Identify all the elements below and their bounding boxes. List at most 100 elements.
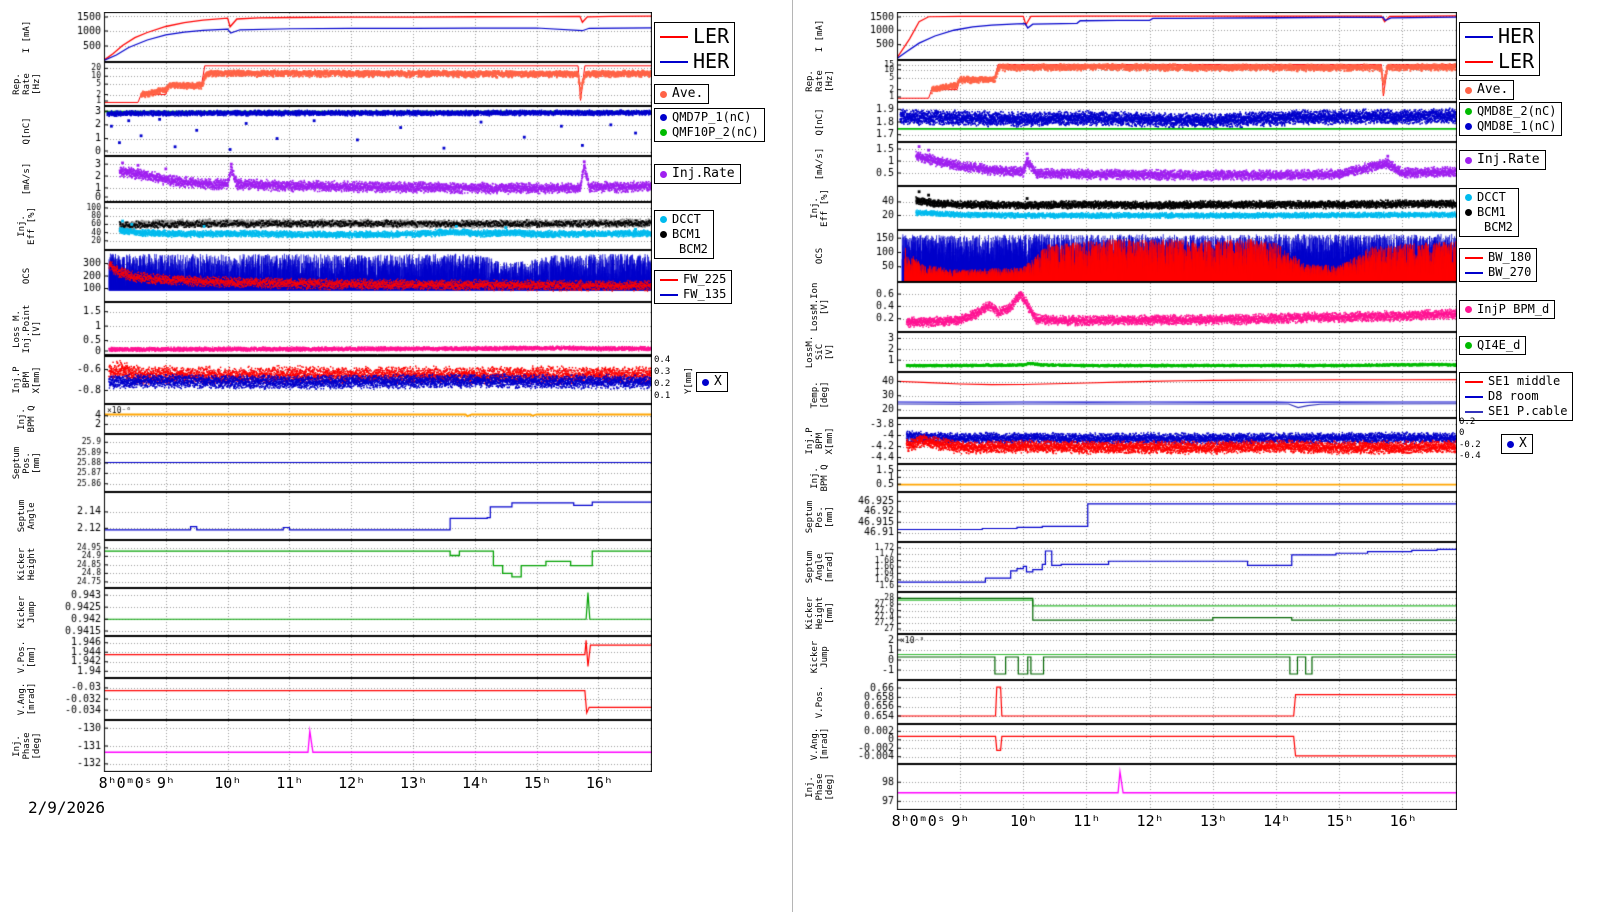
plot-r-injp-bpm: Inj.P BPM X[mm] — [793, 418, 1606, 464]
plot-r-inj-rate: [mA/s] — [793, 142, 1606, 186]
plot-canvas-r-inj-eff — [849, 186, 1457, 230]
panel-plots: I [mA] Rep. Rate [Hz] Q[nC] [mA/s] Inj. Eff … — [0, 12, 792, 832]
x-tick-label: 8ʰ0ᵐ0ˢ — [891, 812, 946, 830]
ylabel-col: [mA/s] — [0, 156, 56, 202]
plot-l-inj-eff: Inj. Eff [%] — [0, 202, 792, 250]
plot-r-vpos: V.Pos. — [793, 680, 1606, 724]
ylabel-col: Q[nC] — [0, 106, 56, 156]
ylabel-r-vang: V.Ang. [mrad] — [810, 727, 830, 761]
x-tick-label: 11ʰ — [1073, 812, 1101, 830]
ylabel-r-charge: Q[nC] — [815, 108, 826, 136]
plot-l-current: I [mA] — [0, 12, 792, 62]
plot-r-temp: Temp. [deg] — [793, 372, 1606, 418]
ylabel-l-kicker-height: Kicker Height — [17, 547, 37, 581]
ylabel-col: Inj. Eff [%] — [0, 202, 56, 250]
plot-l-vpos: V.Pos. [mm] — [0, 636, 792, 678]
x-tick-label: 13ʰ — [400, 774, 428, 792]
ylabel-col: Inj. Eff [%] — [793, 186, 849, 230]
x-tick-label: 11ʰ — [276, 774, 304, 792]
plot-r-septum-pos: Septum Pos. [mm] — [793, 492, 1606, 542]
plot-canvas-l-vang — [56, 678, 652, 720]
panel-plots: I [mA] Rep. Rate [Hz] Q[nC] [mA/s] Inj. Eff … — [793, 12, 1606, 844]
plot-canvas-r-current — [849, 12, 1457, 60]
ylabel-col: V.Pos. [mm] — [0, 636, 56, 678]
ylabel-col: LossM.Ion [V] — [793, 282, 849, 332]
x-axis: 8ʰ0ᵐ0ˢ 9ʰ 10ʰ 11ʰ 12ʰ 13ʰ 14ʰ 15ʰ 16ʰ — [793, 810, 1606, 844]
ylabel-r-injp-bpm: Inj.P BPM X[mm] — [805, 427, 835, 455]
ylabel-r-septum-pos: Septum Pos. [mm] — [805, 500, 835, 534]
plot-canvas-l-current — [56, 12, 652, 62]
plot-l-inj-phase: Inj. Phase [deg] — [0, 720, 792, 772]
ylabel-r-lossm-ion: LossM.Ion [V] — [810, 282, 830, 332]
ylabel-col: Septum Angle [mrad] — [793, 542, 849, 592]
plot-canvas-l-rep-rate — [56, 62, 652, 106]
ylabel-col: Inj. BPM Q — [793, 464, 849, 492]
plot-canvas-r-temp — [849, 372, 1457, 418]
plot-r-charge: Q[nC] — [793, 102, 1606, 142]
plot-l-rep-rate: Rep. Rate [Hz] — [0, 62, 792, 106]
ylabel-r-inj-bpm-q: Inj. BPM Q — [810, 464, 830, 492]
plot-canvas-r-lossm-sic — [849, 332, 1457, 372]
ylabel-col: Inj. BPM Q — [0, 404, 56, 434]
ylabel-r-inj-rate: [mA/s] — [815, 147, 826, 181]
ylabel-r-inj-phase: Inj. Phase [deg] — [805, 773, 835, 801]
plot-canvas-r-kicker-height — [849, 592, 1457, 634]
plot-canvas-r-inj-rate — [849, 142, 1457, 186]
plot-canvas-l-septum-angle — [56, 492, 652, 540]
plot-l-inj-bpm-q: Inj. BPM Q — [0, 404, 792, 434]
plot-canvas-r-kicker-jump — [849, 634, 1457, 680]
plot-l-loss-inj: Loss M. Inj.Point [V] — [0, 302, 792, 356]
plot-canvas-l-septum-pos — [56, 434, 652, 492]
ylabel-col: Rep. Rate [Hz] — [793, 60, 849, 102]
plot-l-charge: Q[nC] — [0, 106, 792, 156]
ylabel-col: Inj.P BPM X[mm] — [0, 356, 56, 404]
plot-canvas-r-ocs — [849, 230, 1457, 282]
ylabel-r-ocs: OCS — [815, 247, 826, 265]
ylabel-l-vpos: V.Pos. [mm] — [17, 640, 37, 674]
x-tick-label: 9ʰ — [156, 774, 175, 792]
ylabel-r-vpos: V.Pos. — [815, 685, 826, 719]
ylabel-l-inj-rate: [mA/s] — [22, 162, 33, 196]
ylabel-r-current: I [mA] — [815, 19, 826, 53]
ylabel-l-septum-angle: Septum Angle — [17, 499, 37, 533]
ylabel-col: Inj. Phase [deg] — [0, 720, 56, 772]
ylabel-l-inj-eff: Inj. Eff [%] — [17, 207, 37, 245]
ylabel-col: Kicker Jump — [793, 634, 849, 680]
ylabel-l-loss-inj: Loss M. Inj.Point [V] — [12, 304, 42, 354]
plot-l-septum-pos: Septum Pos. [mm] — [0, 434, 792, 492]
plot-canvas-l-ocs — [56, 250, 652, 302]
ylabel-col: Kicker Height — [0, 540, 56, 588]
plot-canvas-l-inj-eff — [56, 202, 652, 250]
plot-l-kicker-jump: Kicker Jump — [0, 588, 792, 636]
ylabel-col: V.Ang. [mrad] — [793, 724, 849, 764]
ylabel-col: Temp. [deg] — [793, 372, 849, 418]
plot-r-kicker-height: Kicker Height [mm] — [793, 592, 1606, 634]
ylabel-l-vang: V.Ang. [mrad] — [17, 682, 37, 716]
ylabel-col: V.Ang. [mrad] — [0, 678, 56, 720]
panel-her: I [mA] Rep. Rate [Hz] Q[nC] [mA/s] Inj. Eff … — [792, 0, 1606, 912]
ylabel-col: [mA/s] — [793, 142, 849, 186]
plot-r-current: I [mA] — [793, 12, 1606, 60]
x-tick-label: 15ʰ — [1326, 812, 1354, 830]
ylabel-l-injp-bpm: Inj.P BPM X[mm] — [12, 366, 42, 394]
ylabel-col: Loss M. Inj.Point [V] — [0, 302, 56, 356]
ylabel-r-kicker-height: Kicker Height [mm] — [805, 596, 835, 630]
ylabel-r-septum-angle: Septum Angle [mrad] — [805, 550, 835, 584]
plot-canvas-r-vpos — [849, 680, 1457, 724]
plot-canvas-r-inj-bpm-q — [849, 464, 1457, 492]
plot-canvas-l-kicker-jump — [56, 588, 652, 636]
x-tick-label: 9ʰ — [951, 812, 970, 830]
plot-canvas-r-injp-bpm — [849, 418, 1457, 464]
plot-l-septum-angle: Septum Angle — [0, 492, 792, 540]
ylabel-col: LossM. SiC [V] — [793, 332, 849, 372]
ylabel-col: Q[nC] — [793, 102, 849, 142]
plot-l-inj-rate: [mA/s] — [0, 156, 792, 202]
plot-r-ocs: OCS — [793, 230, 1606, 282]
plot-canvas-l-loss-inj — [56, 302, 652, 356]
plot-canvas-r-charge — [849, 102, 1457, 142]
plot-l-vang: V.Ang. [mrad] — [0, 678, 792, 720]
x-tick-label: 14ʰ — [461, 774, 490, 792]
plot-canvas-l-vpos — [56, 636, 652, 678]
plot-l-ocs: OCS — [0, 250, 792, 302]
